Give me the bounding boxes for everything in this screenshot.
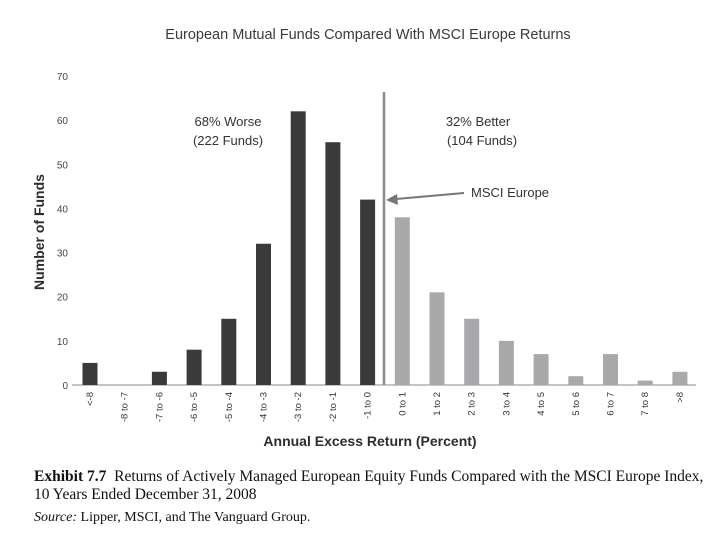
y-axis-label: Number of Funds [31, 174, 47, 290]
source-label: Source: [34, 510, 78, 525]
y-tick-label: 50 [57, 160, 69, 171]
source-text: Lipper, MSCI, and The Vanguard Group. [80, 510, 311, 525]
x-tick-label: -3 to -2 [293, 392, 304, 422]
y-axis-ticks: 0 10 20 30 40 50 60 70 [57, 72, 69, 392]
bar-4 [221, 318, 237, 385]
y-tick-label: 40 [57, 204, 69, 215]
bar-17 [672, 371, 688, 385]
better-count-label: (104 Funds) [447, 133, 517, 148]
exhibit-caption: Exhibit 7.7 Returns of Actively Managed … [34, 468, 704, 504]
bar-12 [498, 340, 514, 385]
bar-2 [151, 371, 167, 385]
x-tick-label: 7 to 8 [640, 392, 651, 416]
x-axis-ticks: <-8 -8 to -7 -7 to -6 -6 to -5 -5 to -4 -4 to… [85, 392, 686, 422]
bar-5 [256, 243, 271, 385]
y-tick-label: 20 [57, 293, 69, 304]
x-tick-label: -6 to -5 [189, 392, 200, 422]
bar-6 [290, 111, 306, 386]
bar-15 [603, 354, 618, 385]
benchmark-arrow-head [386, 194, 398, 205]
y-tick-label: 0 [62, 381, 68, 392]
worse-percent-label: 68% Worse [195, 114, 262, 129]
chart: European Mutual Funds Compared With MSCI… [31, 27, 696, 449]
bar-14 [568, 376, 584, 385]
x-tick-label: -4 to -3 [259, 392, 270, 422]
bar-11 [464, 318, 480, 385]
y-tick-label: 70 [57, 72, 69, 83]
x-tick-label: <-8 [85, 392, 96, 406]
chart-title: European Mutual Funds Compared With MSCI… [165, 27, 570, 43]
x-tick-label: 1 to 2 [432, 392, 443, 416]
x-tick-label: -8 to -7 [120, 392, 131, 422]
worse-count-label: (222 Funds) [193, 133, 263, 148]
bars [82, 111, 688, 386]
bar-0 [82, 362, 98, 385]
exhibit-text: Returns of Actively Managed European Equ… [34, 468, 704, 503]
x-tick-label: -1 to 0 [363, 392, 374, 419]
bar-8 [360, 199, 376, 385]
bar-9 [394, 217, 410, 385]
x-tick-label: -2 to -1 [328, 392, 339, 422]
bar-10 [429, 292, 445, 385]
y-tick-label: 30 [57, 249, 69, 260]
y-tick-label: 60 [57, 116, 69, 127]
benchmark-arrow [395, 192, 465, 200]
better-percent-label: 32% Better [446, 114, 511, 129]
x-tick-label: 4 to 5 [536, 392, 547, 416]
x-tick-label: -5 to -4 [224, 392, 235, 422]
x-tick-label: 2 to 3 [467, 392, 478, 416]
benchmark-label: MSCI Europe [471, 185, 549, 200]
bar-3 [186, 349, 202, 385]
x-tick-label: 5 to 6 [571, 392, 582, 416]
source-line: Source: Lipper, MSCI, and The Vanguard G… [34, 510, 704, 526]
y-tick-label: 10 [57, 337, 69, 348]
x-tick-label: 3 to 4 [501, 392, 512, 416]
bar-16 [637, 380, 653, 385]
x-axis-label: Annual Excess Return (Percent) [263, 433, 476, 449]
bar-13 [533, 354, 549, 385]
exhibit-number: Exhibit 7.7 [34, 468, 107, 485]
bar-7 [325, 142, 341, 385]
x-tick-label: 0 to 1 [397, 392, 408, 416]
x-tick-label: >8 [675, 392, 686, 403]
x-tick-label: -7 to -6 [154, 392, 165, 422]
x-tick-label: 6 to 7 [606, 392, 617, 416]
